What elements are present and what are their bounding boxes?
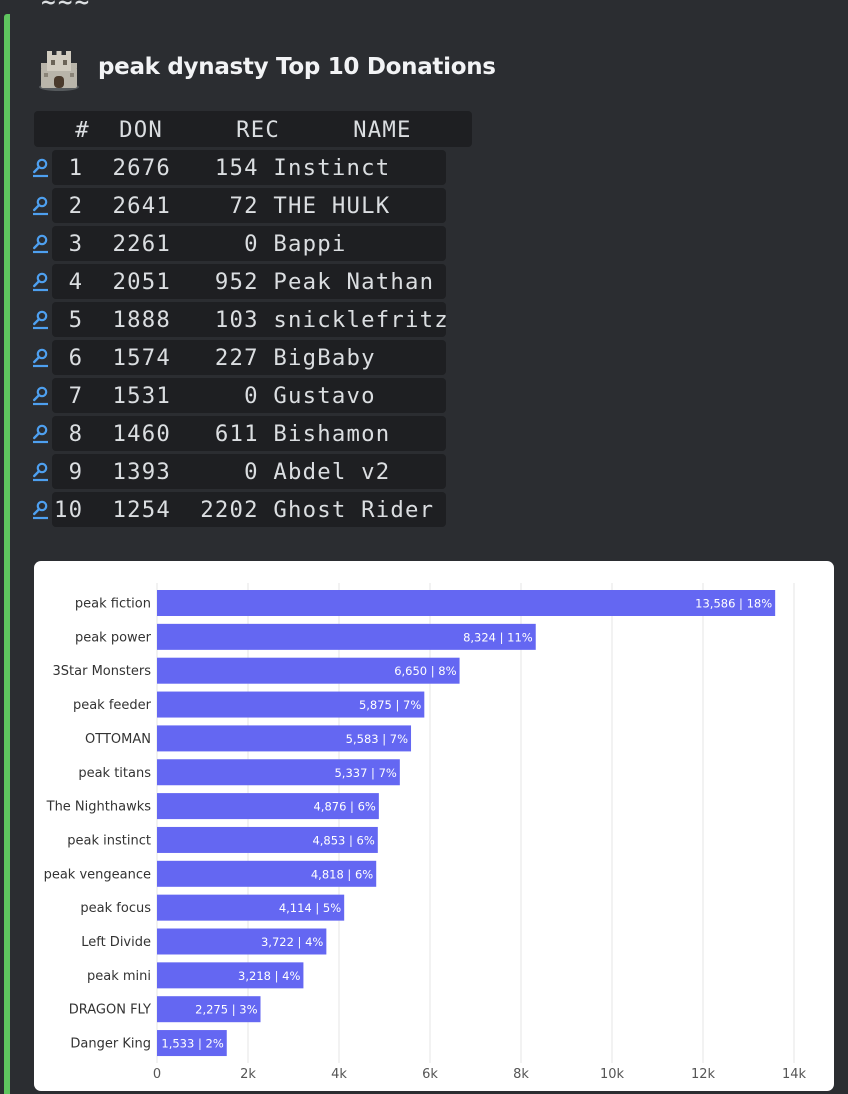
data-label: 4,114 | 5% bbox=[279, 901, 341, 915]
search-link-icon[interactable] bbox=[30, 157, 50, 179]
table-row: 9 1393 0 Abdel v2 bbox=[30, 454, 446, 490]
search-link-icon[interactable] bbox=[30, 461, 50, 483]
data-label: 13,586 | 18% bbox=[695, 597, 772, 611]
category-label: peak fiction bbox=[75, 597, 151, 612]
x-tick-label: 2k bbox=[240, 1067, 256, 1082]
x-tick-label: 6k bbox=[422, 1067, 438, 1082]
search-link-icon[interactable] bbox=[30, 195, 50, 217]
x-tick-label: 12k bbox=[691, 1067, 716, 1082]
category-label: peak titans bbox=[78, 766, 151, 781]
table-row-box bbox=[52, 188, 446, 223]
x-tick-label: 14k bbox=[782, 1067, 807, 1082]
data-label: 4,853 | 6% bbox=[312, 833, 374, 847]
bar bbox=[157, 657, 460, 684]
previous-message-fragment: ~~~ bbox=[40, 0, 91, 14]
embed-title: peak dynasty Top 10 Donations bbox=[98, 54, 496, 80]
search-link-icon[interactable] bbox=[30, 385, 50, 407]
data-label: 5,337 | 7% bbox=[334, 766, 396, 780]
data-label: 1,533 | 2% bbox=[161, 1037, 223, 1051]
table-row-box bbox=[52, 378, 446, 413]
table-row-box bbox=[52, 302, 446, 337]
data-label: 2,275 | 3% bbox=[195, 1003, 257, 1017]
data-label: 5,583 | 7% bbox=[346, 732, 408, 746]
search-link-icon[interactable] bbox=[30, 423, 50, 445]
table-row-box bbox=[52, 416, 446, 451]
data-label: 8,324 | 11% bbox=[463, 630, 533, 644]
table-row-text: 9 1393 0 Abdel v2 bbox=[54, 459, 391, 485]
bar bbox=[157, 793, 379, 820]
category-label: OTTOMAN bbox=[85, 732, 151, 747]
donations-chart: 0 2k 4k 6k 8k 10k 12k 14k peak fiction 13,586 | 1… bbox=[34, 561, 834, 1091]
data-label: 3,218 | 4% bbox=[238, 969, 300, 983]
table-row-text: 2 2641 72 THE HULK bbox=[54, 193, 391, 219]
table-row: 6 1574 227 BigBaby bbox=[30, 340, 446, 376]
category-label: peak vengeance bbox=[44, 867, 151, 882]
table-row: 3 2261 0 Bappi bbox=[30, 226, 446, 262]
category-label: DRAGON FLY bbox=[69, 1003, 151, 1018]
table-header: # DON REC NAME bbox=[46, 117, 412, 143]
table-row: 8 1460 611 Bishamon bbox=[30, 416, 446, 452]
table-row: 2 2641 72 THE HULK bbox=[30, 188, 446, 224]
table-row-box bbox=[52, 492, 446, 527]
bar bbox=[157, 996, 261, 1023]
category-label: Left Divide bbox=[81, 935, 151, 950]
search-link-icon[interactable] bbox=[30, 499, 50, 521]
x-tick-label: 10k bbox=[600, 1067, 625, 1082]
bar bbox=[157, 691, 425, 718]
table-header-box bbox=[34, 111, 472, 147]
search-link-icon[interactable] bbox=[30, 233, 50, 255]
bar bbox=[157, 894, 345, 921]
x-tick-label: 0 bbox=[153, 1067, 161, 1082]
data-label: 5,875 | 7% bbox=[359, 698, 421, 712]
table-row: 10 1254 2202 Ghost Rider bbox=[30, 492, 446, 528]
bar bbox=[157, 725, 412, 752]
bar bbox=[157, 1030, 227, 1057]
search-link-icon[interactable] bbox=[30, 347, 50, 369]
data-label: 3,722 | 4% bbox=[261, 935, 323, 949]
bar bbox=[157, 590, 776, 616]
table-row: 4 2051 952 Peak Nathan bbox=[30, 264, 446, 300]
table-row-text: 8 1460 611 Bishamon bbox=[54, 421, 391, 447]
table-row-text: 3 2261 0 Bappi bbox=[54, 231, 347, 257]
category-label: 3Star Monsters bbox=[53, 664, 152, 679]
category-label: peak instinct bbox=[67, 833, 151, 848]
bar bbox=[157, 759, 400, 786]
bar bbox=[157, 826, 378, 853]
table-row-text: 7 1531 0 Gustavo bbox=[54, 383, 376, 409]
category-label: The Nighthawks bbox=[46, 800, 152, 815]
table-row-text: 5 1888 103 snicklefritz bbox=[54, 307, 449, 333]
table-row-box bbox=[52, 264, 446, 299]
bar bbox=[157, 623, 536, 650]
x-tick-label: 4k bbox=[331, 1067, 347, 1082]
search-link-icon[interactable] bbox=[30, 309, 50, 331]
data-label: 6,650 | 8% bbox=[394, 664, 456, 678]
table-row-text: 1 2676 154 Instinct bbox=[54, 155, 391, 181]
x-tick-label: 8k bbox=[513, 1067, 529, 1082]
category-label: peak power bbox=[75, 630, 152, 645]
category-label: peak mini bbox=[87, 969, 151, 984]
category-label: peak focus bbox=[80, 901, 151, 916]
table-row-text: 6 1574 227 BigBaby bbox=[54, 345, 376, 371]
bar bbox=[157, 928, 327, 955]
table-row-box bbox=[52, 226, 446, 261]
castle-icon bbox=[37, 49, 81, 91]
data-label: 4,818 | 6% bbox=[311, 867, 373, 881]
table-row-box bbox=[52, 150, 446, 185]
table-row: 5 1888 103 snicklefritz bbox=[30, 302, 449, 338]
bar bbox=[157, 962, 304, 989]
table-row: 7 1531 0 Gustavo bbox=[30, 378, 446, 414]
bar bbox=[157, 860, 377, 887]
table-row-text: 4 2051 952 Peak Nathan bbox=[54, 269, 435, 295]
table-row-box bbox=[52, 454, 446, 489]
category-label: Danger King bbox=[70, 1037, 151, 1052]
search-link-icon[interactable] bbox=[30, 271, 50, 293]
table-row: 1 2676 154 Instinct bbox=[30, 150, 446, 186]
data-label: 4,876 | 6% bbox=[313, 800, 375, 814]
chart-svg: 0 2k 4k 6k 8k 10k 12k 14k peak fiction 13,586 | 1… bbox=[44, 583, 807, 1082]
category-label: peak feeder bbox=[73, 698, 152, 713]
embed-accent-bar bbox=[4, 14, 10, 1094]
table-row-box bbox=[52, 340, 446, 375]
table-row-text: 10 1254 2202 Ghost Rider bbox=[54, 497, 435, 523]
